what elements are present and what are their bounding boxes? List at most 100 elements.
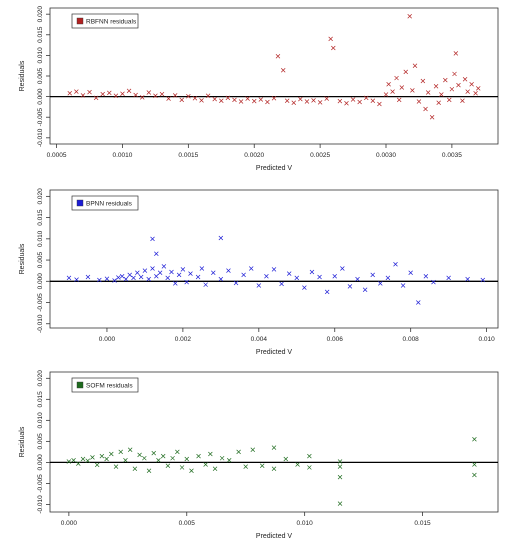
- data-point: [283, 456, 289, 462]
- legend-swatch: [76, 199, 84, 207]
- data-point: [416, 99, 422, 104]
- data-point: [166, 96, 171, 101]
- y-axis-label: Residuals: [19, 243, 26, 274]
- data-point: [340, 266, 345, 271]
- data-point: [199, 266, 205, 271]
- data-point: [184, 279, 189, 285]
- data-point: [203, 462, 208, 467]
- data-point: [159, 91, 165, 97]
- x-tick-label: 0.000: [99, 336, 116, 343]
- x-tick-label: 0.006: [327, 336, 344, 343]
- data-point: [172, 93, 178, 98]
- data-point: [226, 458, 232, 463]
- data-point: [212, 466, 218, 471]
- data-point: [265, 99, 270, 105]
- data-point: [219, 455, 225, 461]
- x-tick-label: 0.0015: [178, 152, 198, 159]
- data-point: [218, 235, 224, 241]
- data-point: [460, 98, 465, 103]
- data-point: [80, 93, 86, 98]
- data-point: [243, 464, 248, 469]
- data-point: [189, 468, 194, 474]
- data-point: [123, 276, 129, 282]
- data-point: [420, 78, 426, 84]
- data-point: [127, 272, 132, 278]
- data-point: [160, 453, 166, 459]
- data-point: [399, 85, 405, 90]
- data-point: [443, 77, 448, 83]
- data-point: [248, 266, 254, 271]
- y-tick-label: 0.020: [37, 188, 44, 205]
- data-point: [186, 93, 191, 99]
- data-point: [99, 453, 105, 459]
- x-tick-label: 0.0030: [376, 152, 396, 159]
- data-point: [170, 455, 175, 461]
- data-point: [109, 451, 114, 457]
- data-point: [465, 89, 470, 94]
- data-point: [175, 449, 180, 455]
- y-tick-label: 0.015: [37, 391, 44, 408]
- y-tick-label: -0.010: [37, 128, 44, 147]
- data-point: [90, 455, 95, 460]
- data-point: [344, 100, 349, 106]
- y-tick-label: 0.005: [37, 67, 44, 84]
- data-point: [113, 93, 119, 99]
- data-point: [165, 275, 170, 281]
- legend-label: BPNN residuals: [86, 201, 133, 208]
- data-point: [469, 81, 474, 87]
- data-point: [462, 77, 468, 82]
- data-point: [179, 97, 185, 103]
- legend-box: [71, 377, 139, 393]
- data-point: [188, 271, 193, 276]
- data-point: [307, 465, 312, 470]
- data-point: [396, 97, 402, 103]
- data-point: [337, 501, 343, 506]
- data-point: [452, 71, 457, 77]
- legend-box: [71, 13, 139, 29]
- data-point: [473, 91, 478, 96]
- legend-box: [71, 195, 139, 211]
- x-tick-label: 0.000: [61, 520, 78, 527]
- data-point: [195, 274, 201, 280]
- data-point: [180, 267, 186, 272]
- data-point: [219, 98, 224, 103]
- data-point: [472, 437, 477, 442]
- x-tick-label: 0.005: [179, 520, 196, 527]
- data-point: [232, 97, 237, 103]
- y-tick-label: -0.005: [37, 474, 44, 493]
- data-point: [80, 456, 86, 462]
- y-tick-label: 0.020: [37, 370, 44, 387]
- data-point: [104, 276, 110, 281]
- data-point: [156, 458, 161, 463]
- data-point: [118, 449, 123, 455]
- y-tick-label: -0.005: [37, 108, 44, 127]
- data-point: [131, 275, 136, 281]
- y-tick-label: -0.005: [37, 293, 44, 312]
- data-point: [203, 282, 208, 287]
- x-tick-label: 0.015: [414, 520, 431, 527]
- data-point: [192, 96, 198, 101]
- data-point: [377, 101, 382, 107]
- data-point: [304, 99, 310, 104]
- data-point: [370, 272, 375, 278]
- y-tick-label: 0.020: [37, 6, 44, 23]
- data-point: [400, 283, 406, 288]
- data-point: [139, 95, 145, 100]
- data-point: [311, 98, 316, 103]
- data-point: [132, 466, 138, 471]
- data-point: [317, 274, 322, 280]
- data-point: [135, 270, 140, 276]
- data-point: [233, 280, 239, 286]
- data-point: [123, 458, 128, 463]
- y-tick-label: 0.015: [37, 26, 44, 43]
- data-point: [317, 100, 323, 105]
- data-point: [465, 276, 470, 282]
- chart-panel-3: 0.000 0.005 0.010 0.015 -0.010 -0.005 0.000 0.0…: [19, 370, 499, 540]
- data-point: [150, 236, 155, 242]
- data-point: [439, 92, 444, 97]
- legend-swatch: [76, 17, 84, 25]
- data-point: [472, 472, 477, 478]
- data-point: [332, 273, 337, 279]
- data-point: [385, 275, 391, 281]
